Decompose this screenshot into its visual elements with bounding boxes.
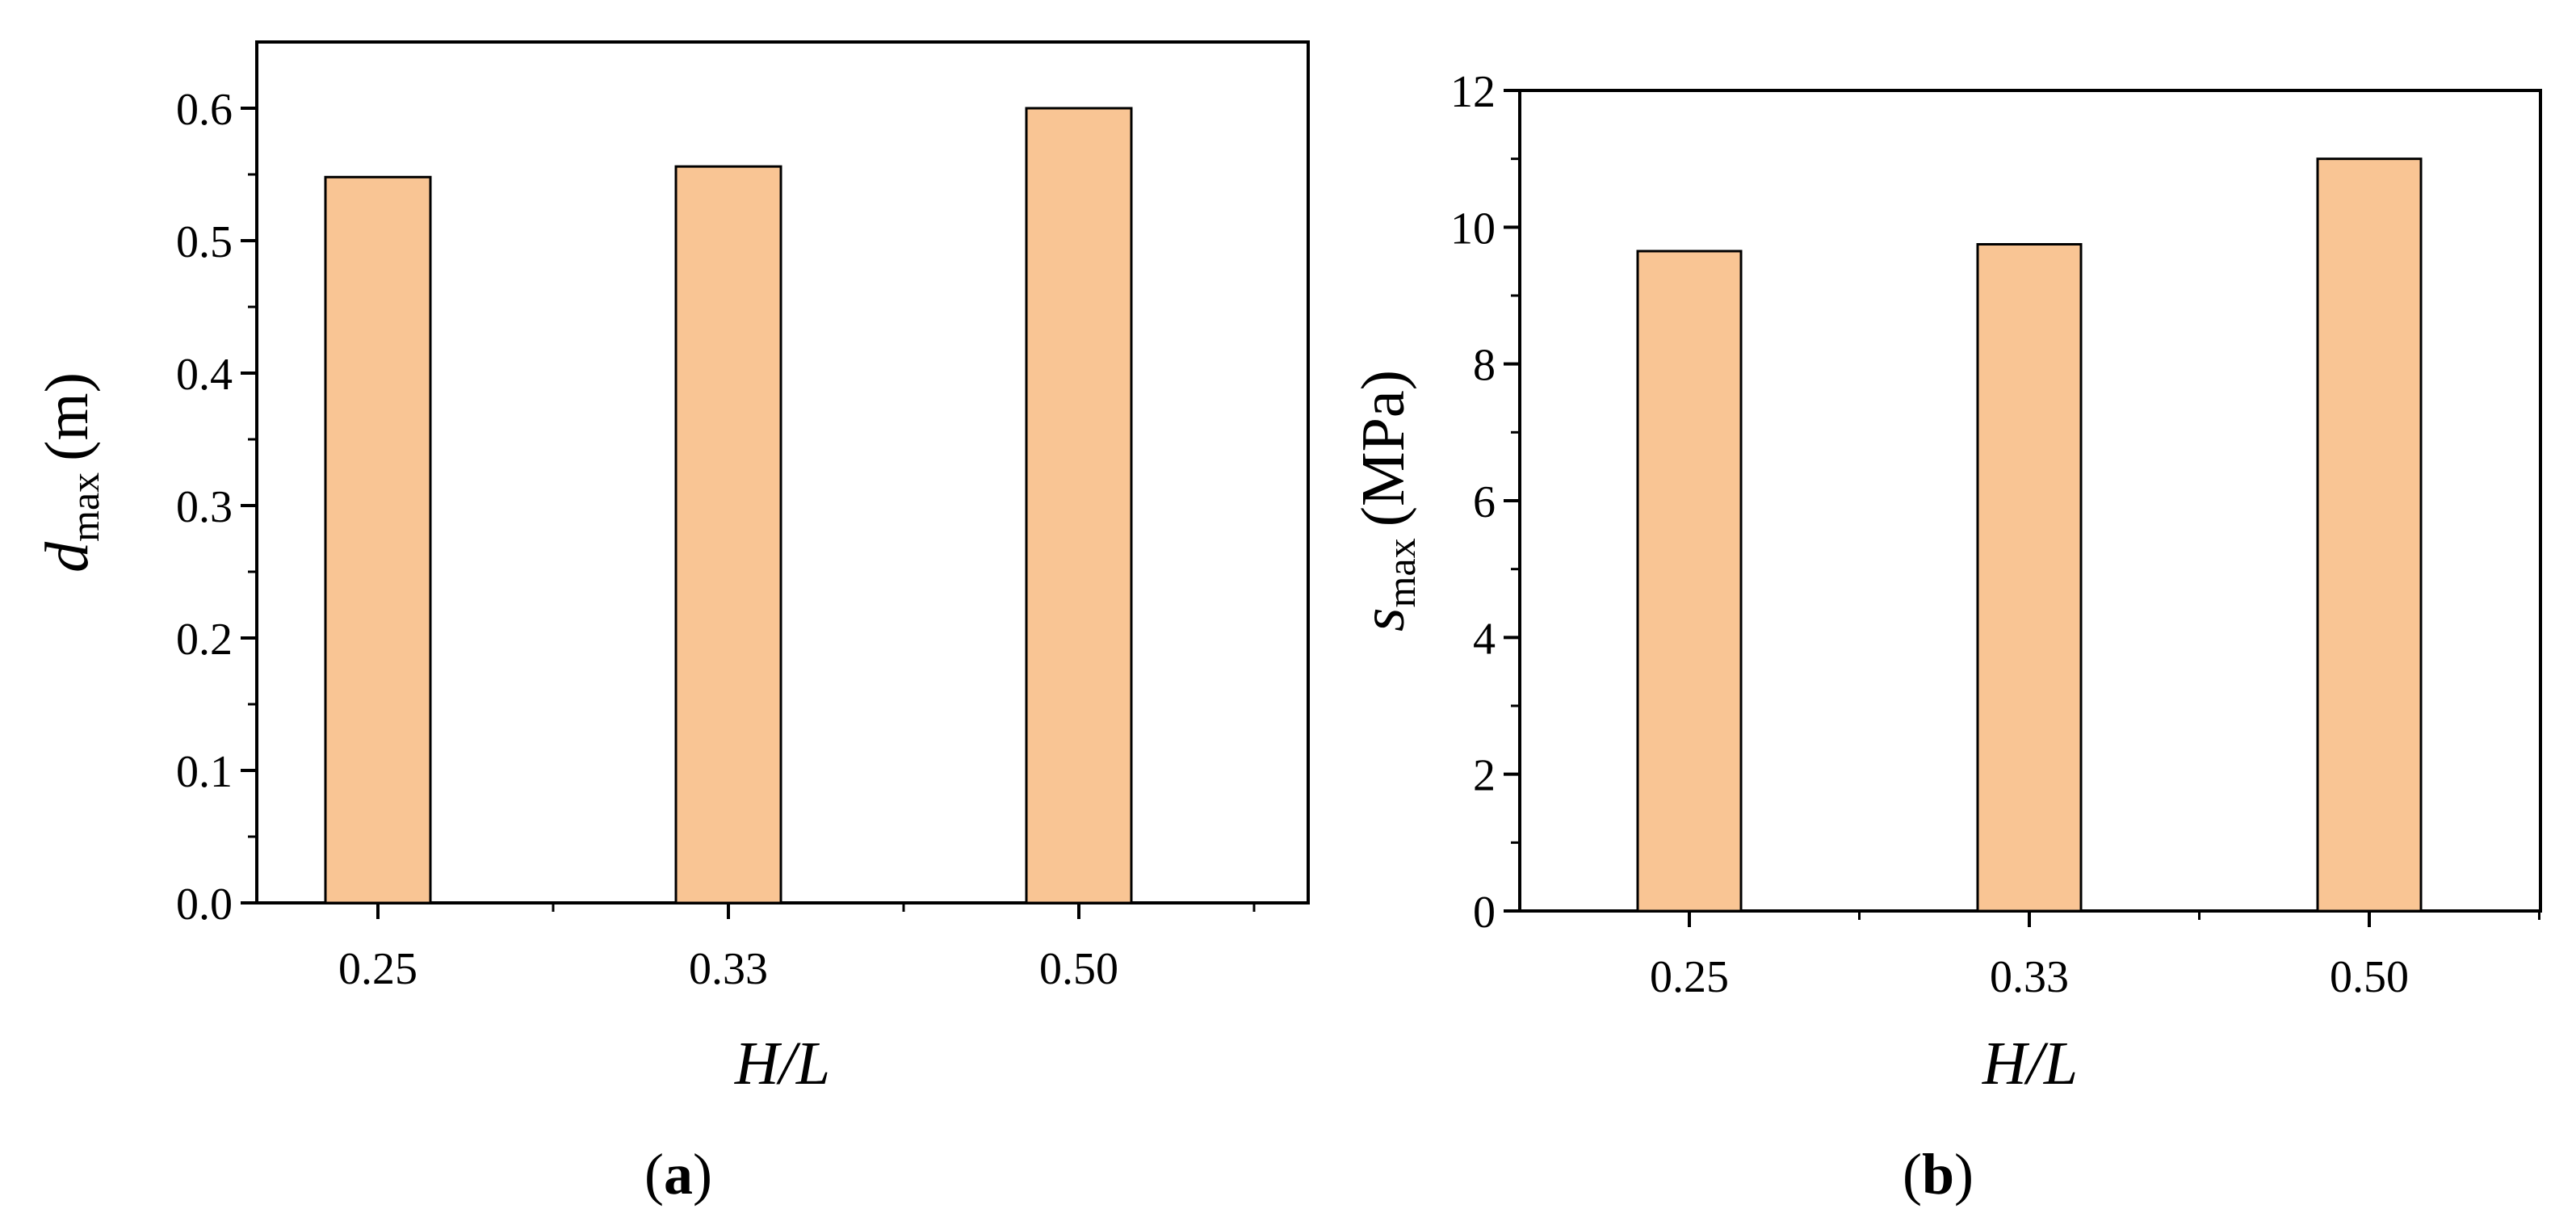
y-tick-label: 0.6 — [176, 85, 233, 135]
y-tick-label: 0.3 — [176, 482, 233, 532]
chart-a-x-axis-label: H/L — [734, 1030, 830, 1098]
y-tick-label: 10 — [1450, 204, 1496, 254]
bar-0.25 — [324, 175, 432, 905]
bar-0.50 — [2316, 157, 2423, 913]
y-tick-label: 0.5 — [176, 217, 233, 267]
y-tick-label: 12 — [1450, 67, 1496, 117]
chart-b-x-axis-label: H/L — [1982, 1030, 2078, 1098]
chart-b: 0 2 4 6 8 10 12 0.25 0.33 0.50 smax(MPa) H/L (b) — [1349, 67, 2542, 1207]
y-tick-label: 0.4 — [176, 350, 233, 400]
chart-b-panel-label: (b) — [1903, 1142, 1974, 1207]
chart-a-plot-frame — [255, 40, 1310, 905]
y-tick-label: 0.1 — [176, 747, 233, 797]
x-tick-label: 0.25 — [338, 944, 417, 994]
chart-b-y-axis-label: smax(MPa) — [1349, 370, 1424, 632]
bar-0.50 — [1025, 107, 1133, 905]
chart-a-panel-label: (a) — [644, 1142, 712, 1207]
y-tick-label: 4 — [1473, 614, 1496, 664]
x-tick-label: 0.33 — [689, 944, 768, 994]
chart-a-y-ticks: 0.0 0.1 0.2 0.3 0.4 0.5 0.6 — [176, 85, 257, 930]
chart-b-bars — [1636, 157, 2423, 913]
bar-0.33 — [1976, 243, 2083, 913]
bar-0.25 — [1636, 250, 1743, 913]
y-tick-label: 0.0 — [176, 879, 233, 930]
x-tick-label: 0.33 — [1990, 952, 2069, 1002]
x-tick-label: 0.25 — [1650, 952, 1729, 1002]
chart-a-bars — [324, 107, 1133, 905]
x-tick-label: 0.50 — [2330, 952, 2409, 1002]
y-tick-label: 6 — [1473, 477, 1496, 527]
chart-b-x-ticks: 0.25 0.33 0.50 — [1650, 911, 2540, 1002]
bar-0.33 — [674, 165, 782, 905]
chart-a-y-axis-label: dmax(m) — [33, 372, 107, 573]
x-tick-label: 0.50 — [1039, 944, 1118, 994]
chart-b-y-ticks: 0 2 4 6 8 10 12 — [1450, 67, 1520, 938]
chart-a: 0.0 0.1 0.2 0.3 0.4 0.5 0.6 0.25 0.33 0.50 dmax(… — [33, 40, 1310, 1207]
y-tick-label: 0.2 — [176, 615, 233, 665]
y-tick-label: 0 — [1473, 888, 1496, 938]
y-tick-label: 2 — [1473, 751, 1496, 801]
chart-a-x-ticks: 0.25 0.33 0.50 — [338, 903, 1256, 994]
y-tick-label: 8 — [1473, 341, 1496, 391]
